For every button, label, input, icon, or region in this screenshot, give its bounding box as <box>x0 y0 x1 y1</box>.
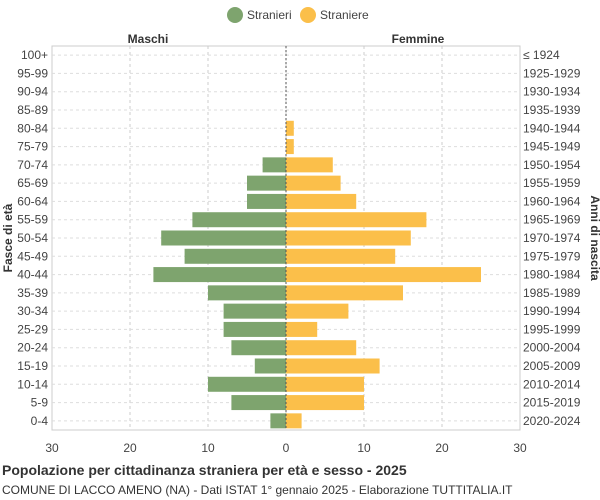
bar-male <box>270 413 286 429</box>
age-group-label: 30-34 <box>17 304 48 318</box>
bar-male <box>247 193 286 209</box>
birth-year-label: 1945-1949 <box>523 140 581 154</box>
bar-female <box>286 139 294 155</box>
bar-female <box>286 230 411 246</box>
bar-female <box>286 321 318 337</box>
birth-year-label: ≤ 1924 <box>523 48 560 62</box>
x-tick-label: 20 <box>123 441 137 455</box>
bar-male <box>223 303 286 319</box>
bar-male <box>161 230 286 246</box>
birth-year-label: 1925-1929 <box>523 66 581 80</box>
age-group-label: 35-39 <box>17 286 48 300</box>
chart-subtitle: COMUNE DI LACCO AMENO (NA) - Dati ISTAT … <box>2 483 513 497</box>
bar-female <box>286 395 364 411</box>
right-header: Femmine <box>392 32 445 46</box>
birth-year-label: 1995-1999 <box>523 322 581 336</box>
y-axis-title-left: Fasce di età <box>1 203 15 272</box>
birth-year-label: 1980-1984 <box>523 268 581 282</box>
bar-female <box>286 193 357 209</box>
age-group-label: 15-19 <box>17 359 48 373</box>
age-group-label: 100+ <box>21 48 48 62</box>
y-axis-title-right: Anni di nascita <box>588 195 600 281</box>
x-tick-label: 10 <box>357 441 371 455</box>
bar-female <box>286 212 427 228</box>
legend-swatch-straniere <box>300 7 316 23</box>
birth-year-label: 2015-2019 <box>523 396 581 410</box>
bar-female <box>286 175 341 191</box>
birth-year-label: 2020-2024 <box>523 414 581 428</box>
bars <box>153 120 481 429</box>
age-group-label: 5-9 <box>31 396 49 410</box>
x-tick-label: 0 <box>283 441 290 455</box>
bar-male <box>231 340 286 356</box>
x-tick-label: 20 <box>435 441 449 455</box>
age-group-label: 85-89 <box>17 103 48 117</box>
age-group-label: 65-69 <box>17 176 48 190</box>
birth-year-label: 1970-1974 <box>523 231 581 245</box>
age-group-label: 10-14 <box>17 377 48 391</box>
bar-male <box>231 395 286 411</box>
legend: Stranieri Straniere <box>227 7 369 23</box>
age-group-label: 40-44 <box>17 268 48 282</box>
bar-male <box>223 321 286 337</box>
age-group-label: 20-24 <box>17 341 48 355</box>
chart-title: Popolazione per cittadinanza straniera p… <box>2 462 407 478</box>
x-tick-label: 10 <box>201 441 215 455</box>
bar-female <box>286 376 364 392</box>
birth-year-label: 1960-1964 <box>523 194 581 208</box>
birth-year-label: 1940-1944 <box>523 121 581 135</box>
bar-female <box>286 358 380 374</box>
left-header: Maschi <box>128 32 169 46</box>
bar-male <box>153 267 286 283</box>
bar-female <box>286 303 349 319</box>
bar-male <box>262 157 286 173</box>
bar-female <box>286 413 302 429</box>
bar-male <box>247 175 286 191</box>
age-group-label: 90-94 <box>17 85 48 99</box>
bar-male <box>208 376 286 392</box>
birth-year-label: 1985-1989 <box>523 286 581 300</box>
x-tick-label: 30 <box>513 441 527 455</box>
bar-male <box>192 212 286 228</box>
labels: Maschi Femmine Fasce di età Anni di nascita <box>1 32 600 281</box>
age-group-label: 45-49 <box>17 249 48 263</box>
birth-year-label: 2005-2009 <box>523 359 581 373</box>
age-group-label: 60-64 <box>17 194 48 208</box>
legend-swatch-stranieri <box>227 7 243 23</box>
birth-year-label: 1990-1994 <box>523 304 581 318</box>
birth-year-label: 2010-2014 <box>523 377 581 391</box>
birth-year-label: 1975-1979 <box>523 249 581 263</box>
age-group-label: 80-84 <box>17 121 48 135</box>
age-group-label: 70-74 <box>17 158 48 172</box>
age-group-label: 75-79 <box>17 140 48 154</box>
axes: 30 20 10 0 10 20 30 100+ ≤ 1924 95-99 1925-1929 90-… <box>17 46 581 455</box>
birth-year-label: 2000-2004 <box>523 341 581 355</box>
legend-label: Straniere <box>320 8 369 22</box>
bar-female <box>286 157 333 173</box>
birth-year-label: 1950-1954 <box>523 158 581 172</box>
bar-female <box>286 340 357 356</box>
age-group-label: 25-29 <box>17 322 48 336</box>
birth-year-label: 1930-1934 <box>523 85 581 99</box>
age-group-label: 55-59 <box>17 213 48 227</box>
x-tick-label: 30 <box>45 441 59 455</box>
bar-male <box>254 358 286 374</box>
legend-label: Stranieri <box>247 8 292 22</box>
bar-female <box>286 248 396 264</box>
bar-female <box>286 120 294 136</box>
bar-female <box>286 267 481 283</box>
age-group-label: 0-4 <box>31 414 49 428</box>
bar-female <box>286 285 403 301</box>
birth-year-label: 1955-1959 <box>523 176 581 190</box>
age-group-label: 50-54 <box>17 231 48 245</box>
birth-year-label: 1965-1969 <box>523 213 581 227</box>
birth-year-label: 1935-1939 <box>523 103 581 117</box>
bar-male <box>184 248 286 264</box>
age-group-label: 95-99 <box>17 66 48 80</box>
bar-male <box>208 285 286 301</box>
